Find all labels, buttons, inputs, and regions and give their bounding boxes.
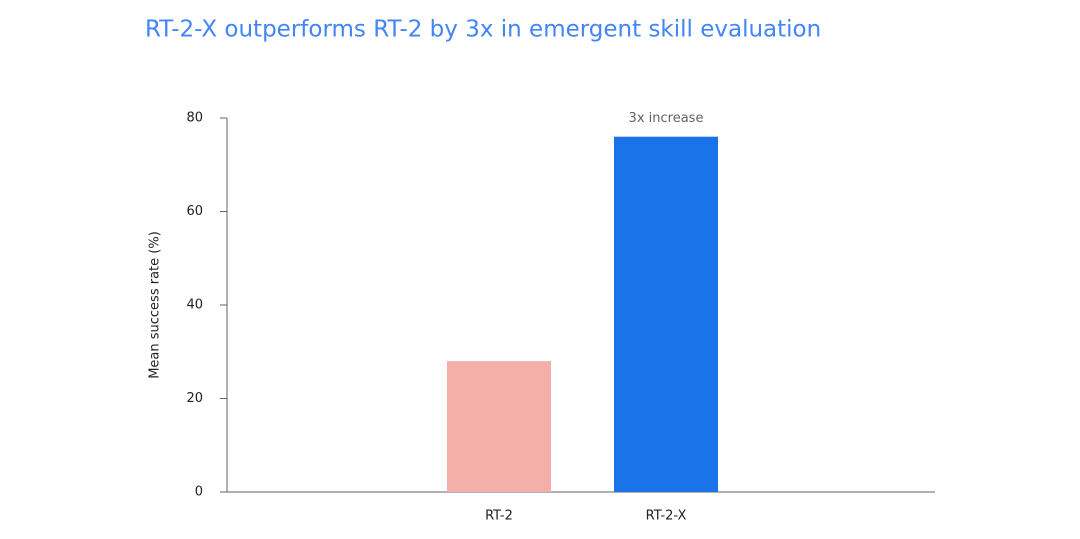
x-tick-label: RT-2 bbox=[485, 509, 513, 524]
bar bbox=[614, 136, 718, 492]
y-tick-label: 40 bbox=[186, 298, 203, 313]
bar bbox=[447, 361, 551, 492]
chart-title: RT-2-X outperforms RT-2 by 3x in emergen… bbox=[145, 17, 821, 43]
y-tick-label: 0 bbox=[195, 485, 203, 500]
x-tick-label: RT-2-X bbox=[646, 509, 687, 524]
y-axis-label: Mean success rate (%) bbox=[148, 231, 163, 379]
y-tick-label: 20 bbox=[186, 391, 203, 406]
y-tick-label: 60 bbox=[186, 204, 203, 219]
y-tick-label: 80 bbox=[186, 111, 203, 126]
annotation: 3x increase bbox=[629, 111, 704, 126]
